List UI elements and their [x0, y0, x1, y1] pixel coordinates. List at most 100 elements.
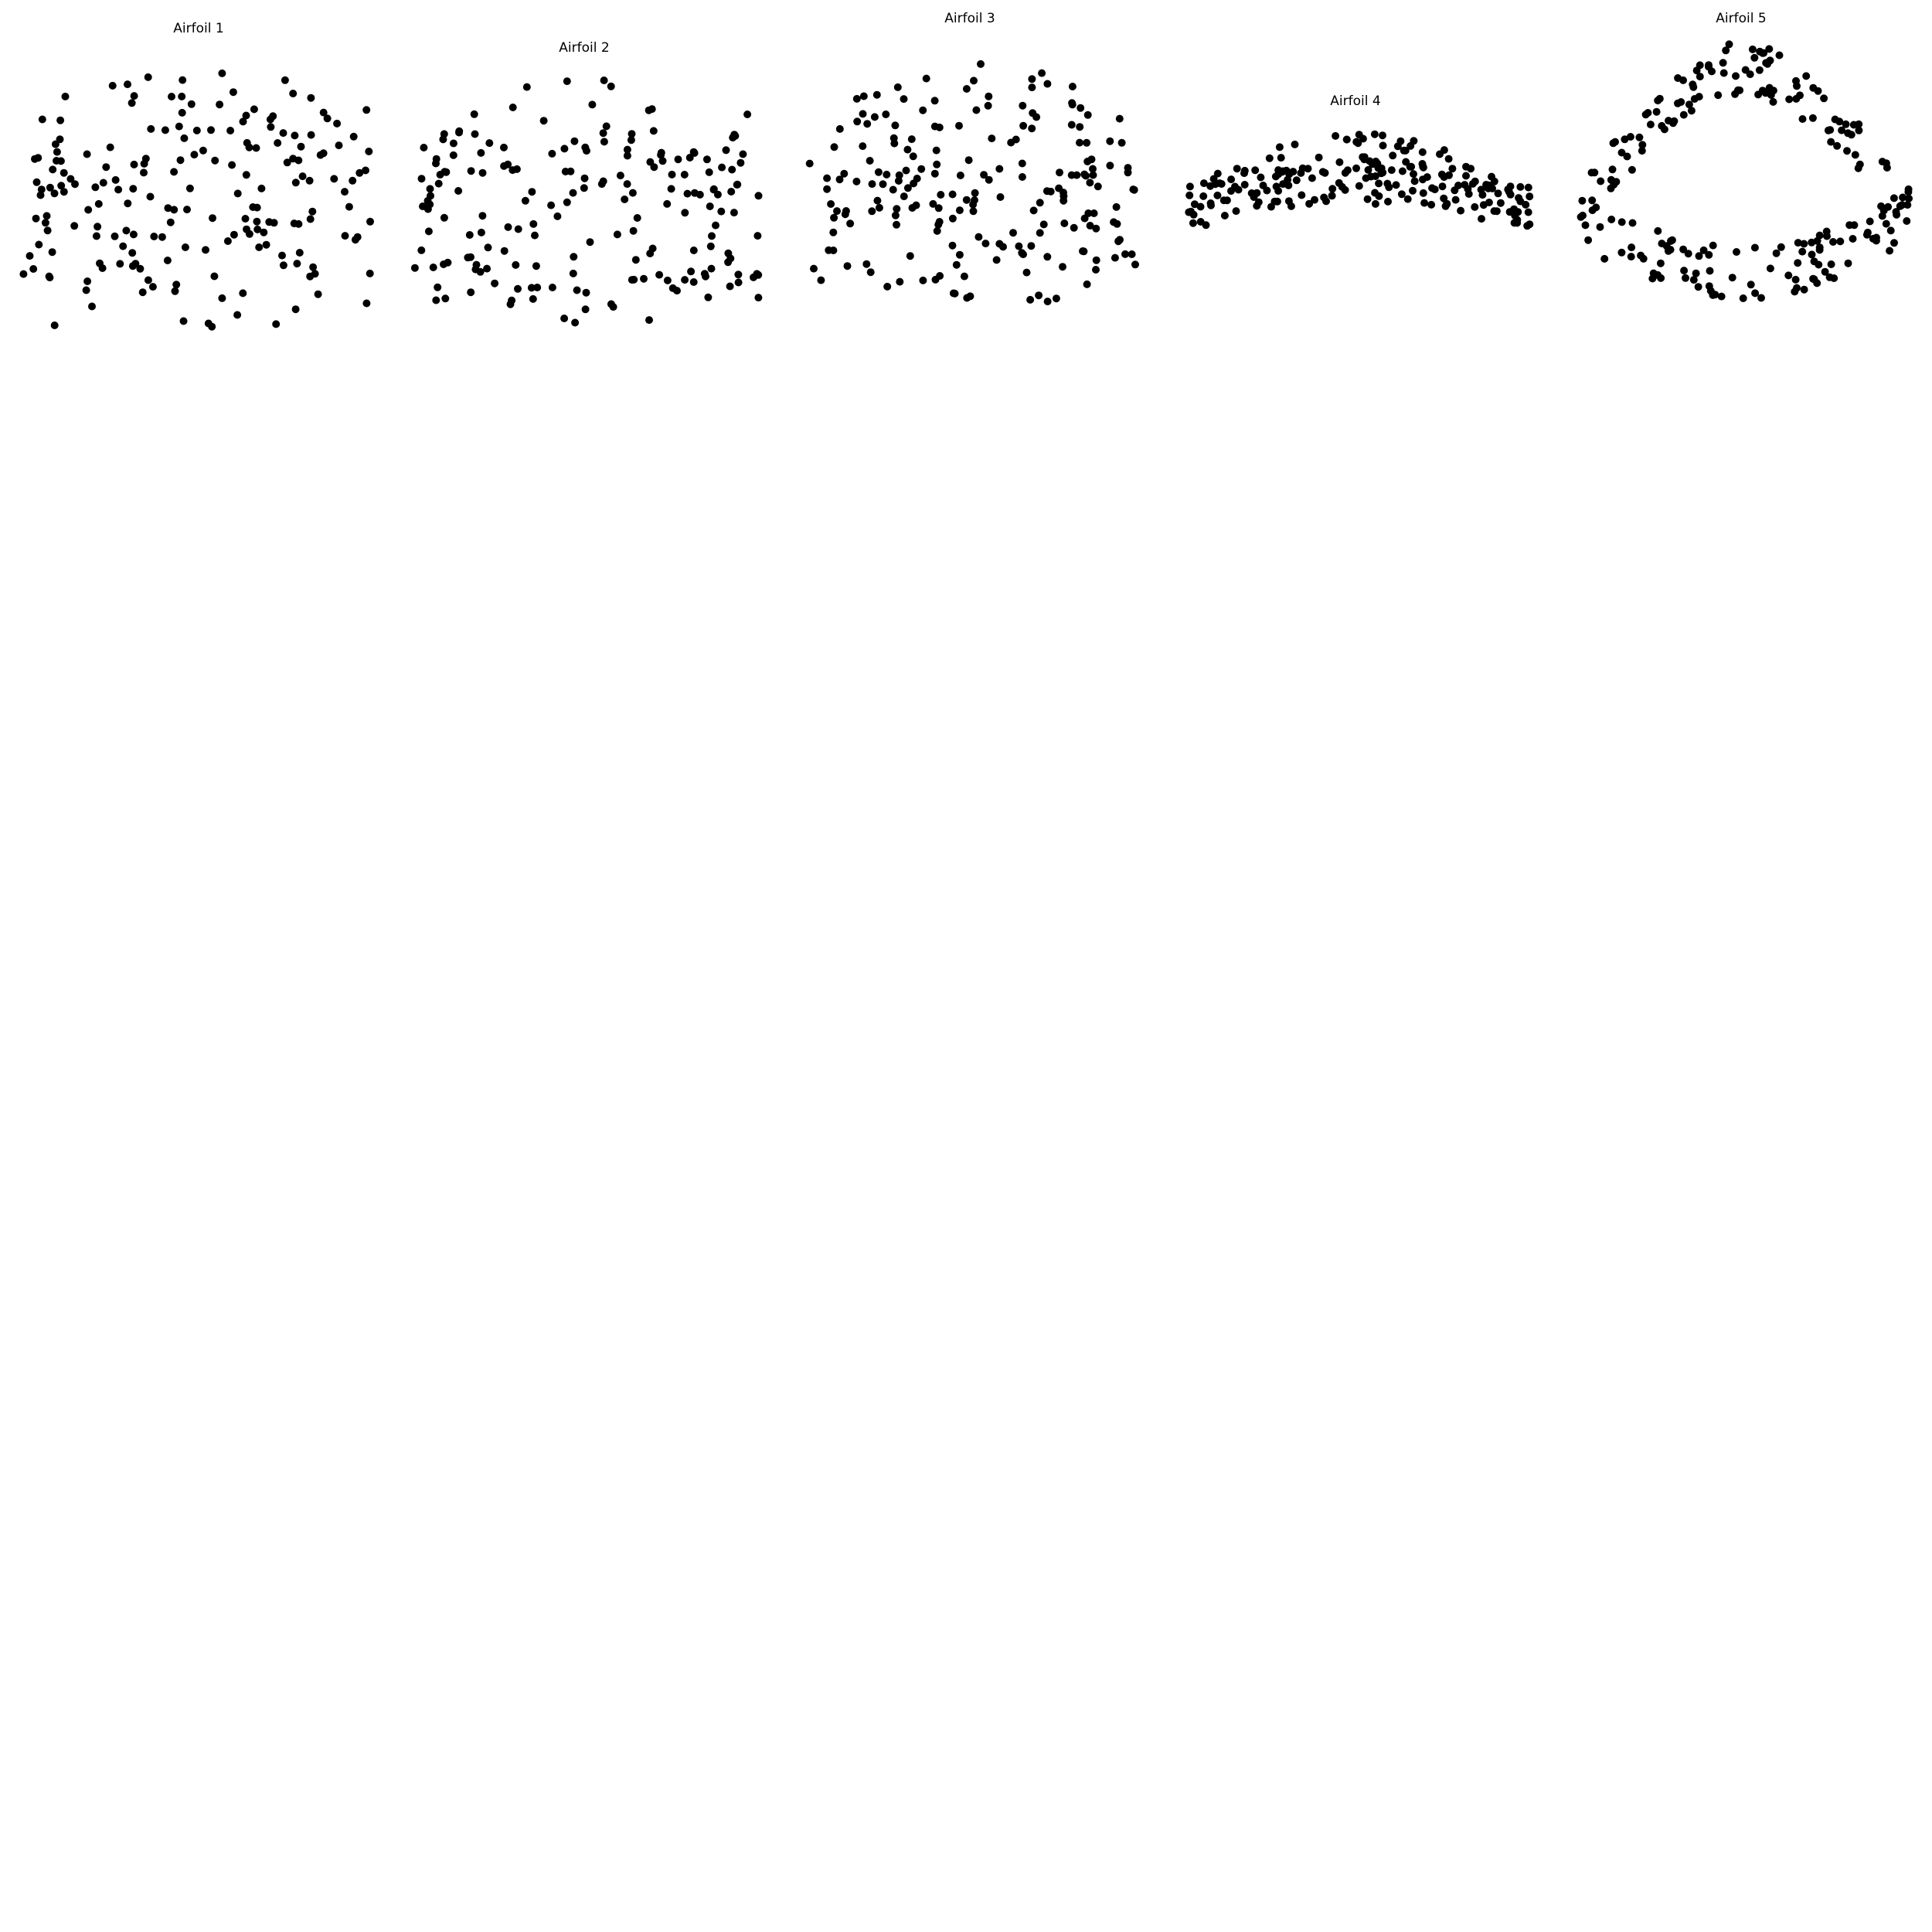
- data-point: [1461, 181, 1469, 189]
- data-point: [681, 276, 689, 284]
- data-point: [829, 228, 838, 236]
- data-point: [1070, 223, 1078, 232]
- data-point: [1068, 99, 1077, 107]
- data-point: [179, 317, 188, 325]
- data-point: [1092, 224, 1100, 233]
- panel-airfoil-2: Airfoil 2: [410, 40, 763, 327]
- data-point: [57, 182, 66, 190]
- data-point: [1387, 166, 1396, 175]
- data-point: [853, 117, 862, 126]
- data-point: [181, 243, 189, 251]
- data-point: [658, 157, 667, 165]
- data-point: [1872, 236, 1880, 245]
- data-point: [1090, 209, 1098, 217]
- data-point: [955, 250, 964, 259]
- data-point: [1352, 138, 1361, 146]
- data-point: [753, 232, 762, 240]
- data-point: [37, 185, 46, 194]
- data-point: [1217, 180, 1226, 188]
- data-point: [1597, 177, 1605, 185]
- data-point: [128, 249, 137, 257]
- data-point: [649, 127, 658, 135]
- data-point: [1815, 260, 1823, 269]
- data-point: [267, 123, 275, 131]
- data-point: [529, 219, 538, 228]
- data-point: [333, 119, 342, 128]
- data-point: [1792, 94, 1801, 103]
- data-point: [1692, 269, 1700, 277]
- data-point: [1905, 194, 1913, 202]
- data-point: [1849, 235, 1857, 243]
- data-point: [1190, 200, 1199, 209]
- data-point: [1018, 159, 1026, 168]
- data-point: [138, 288, 147, 297]
- data-point: [1687, 107, 1696, 115]
- data-point: [1028, 124, 1036, 133]
- data-point: [1451, 186, 1459, 195]
- data-point: [521, 196, 529, 205]
- data-point: [902, 166, 910, 175]
- data-point: [1654, 97, 1662, 105]
- data-point: [1213, 191, 1222, 199]
- data-point: [580, 184, 588, 192]
- data-point: [1766, 264, 1774, 273]
- data-point: [629, 226, 638, 235]
- data-point: [366, 217, 374, 226]
- data-point: [485, 139, 494, 148]
- data-point: [122, 226, 131, 235]
- data-point: [241, 215, 250, 223]
- data-point: [38, 115, 46, 124]
- data-point: [1836, 237, 1845, 246]
- panel-airfoil-5: Airfoil 5: [1577, 11, 1913, 302]
- data-point: [1705, 282, 1713, 291]
- data-point: [825, 246, 833, 254]
- data-point: [980, 171, 988, 179]
- data-point: [1505, 208, 1514, 216]
- data-point: [1814, 87, 1822, 95]
- data-point: [1086, 179, 1094, 187]
- data-point: [977, 60, 985, 68]
- data-point: [26, 252, 34, 260]
- data-point: [712, 221, 719, 230]
- data-point: [83, 277, 92, 285]
- data-point: [449, 151, 457, 159]
- data-point: [279, 261, 287, 270]
- data-point: [253, 225, 262, 233]
- data-point: [1076, 123, 1084, 131]
- data-point: [1679, 245, 1688, 253]
- data-point: [817, 276, 825, 284]
- data-point: [48, 248, 56, 257]
- data-point: [623, 151, 631, 160]
- data-point: [1284, 197, 1293, 206]
- data-point: [1355, 182, 1363, 190]
- data-point: [931, 275, 940, 284]
- data-point: [116, 260, 124, 268]
- data-point: [1451, 196, 1460, 204]
- data-point: [106, 143, 114, 151]
- points-airfoil-5: [1577, 40, 1913, 302]
- data-point: [935, 218, 944, 226]
- data-point: [739, 150, 747, 158]
- data-point: [1018, 173, 1026, 181]
- data-point: [988, 134, 996, 143]
- data-point: [1684, 250, 1692, 258]
- data-point: [49, 165, 57, 174]
- data-point: [891, 121, 900, 130]
- data-point: [1199, 179, 1208, 188]
- data-point: [1036, 229, 1044, 237]
- data-point: [1638, 141, 1647, 149]
- data-point: [45, 272, 53, 281]
- data-point: [1579, 211, 1587, 219]
- data-point: [754, 294, 763, 302]
- data-point: [1827, 138, 1835, 146]
- data-point: [1833, 141, 1842, 150]
- data-point: [252, 144, 260, 152]
- data-point: [144, 73, 152, 81]
- data-point: [250, 105, 258, 114]
- data-point: [623, 180, 631, 189]
- data-point: [948, 214, 957, 223]
- data-point: [1240, 181, 1249, 189]
- data-point: [673, 287, 681, 295]
- data-point: [441, 294, 450, 303]
- data-point: [171, 287, 179, 295]
